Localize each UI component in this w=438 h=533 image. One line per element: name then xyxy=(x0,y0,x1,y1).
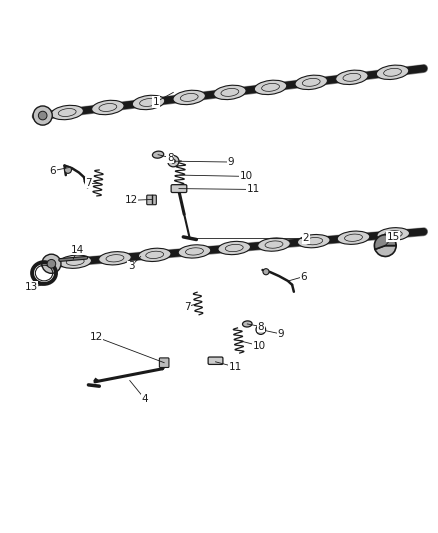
Circle shape xyxy=(64,166,71,173)
FancyBboxPatch shape xyxy=(208,357,223,365)
Text: 7: 7 xyxy=(85,178,92,188)
Ellipse shape xyxy=(297,235,330,248)
Circle shape xyxy=(33,106,52,125)
FancyBboxPatch shape xyxy=(147,195,156,205)
Ellipse shape xyxy=(258,238,290,251)
Ellipse shape xyxy=(92,100,124,115)
Text: 9: 9 xyxy=(278,329,284,339)
Ellipse shape xyxy=(99,252,131,265)
Ellipse shape xyxy=(51,106,83,120)
Ellipse shape xyxy=(295,75,328,90)
Circle shape xyxy=(39,111,47,120)
Ellipse shape xyxy=(376,65,409,79)
Ellipse shape xyxy=(254,80,287,94)
Text: 8: 8 xyxy=(167,152,173,163)
Circle shape xyxy=(168,156,179,167)
Circle shape xyxy=(47,260,56,268)
Ellipse shape xyxy=(59,255,92,268)
Wedge shape xyxy=(374,235,396,249)
Text: 1: 1 xyxy=(152,97,159,107)
Text: 10: 10 xyxy=(240,172,253,181)
Ellipse shape xyxy=(336,70,368,85)
Ellipse shape xyxy=(138,248,171,262)
Ellipse shape xyxy=(178,245,211,258)
FancyBboxPatch shape xyxy=(159,358,169,367)
Text: 2: 2 xyxy=(303,233,309,243)
Circle shape xyxy=(171,159,176,163)
Text: 10: 10 xyxy=(252,341,265,351)
Ellipse shape xyxy=(243,321,252,327)
Circle shape xyxy=(263,269,269,275)
Text: 12: 12 xyxy=(90,332,103,342)
Ellipse shape xyxy=(132,95,165,110)
Circle shape xyxy=(256,325,265,334)
Text: 7: 7 xyxy=(184,302,191,312)
Text: 15: 15 xyxy=(386,232,400,242)
Ellipse shape xyxy=(173,90,205,104)
Text: 12: 12 xyxy=(124,196,138,205)
Text: 6: 6 xyxy=(49,166,56,176)
Text: 4: 4 xyxy=(142,394,148,404)
Text: 11: 11 xyxy=(229,362,242,372)
Ellipse shape xyxy=(337,231,370,244)
Text: 9: 9 xyxy=(228,157,234,167)
Text: 3: 3 xyxy=(128,261,134,271)
Circle shape xyxy=(259,328,262,332)
Text: 14: 14 xyxy=(71,245,84,255)
Text: 11: 11 xyxy=(246,184,260,195)
Ellipse shape xyxy=(377,228,410,241)
Circle shape xyxy=(42,254,61,273)
Ellipse shape xyxy=(152,151,164,158)
FancyBboxPatch shape xyxy=(171,184,187,192)
Text: 8: 8 xyxy=(258,321,264,332)
Wedge shape xyxy=(375,246,396,256)
Text: 6: 6 xyxy=(300,271,307,281)
Text: 13: 13 xyxy=(25,282,38,292)
Ellipse shape xyxy=(218,241,251,255)
Ellipse shape xyxy=(214,85,246,100)
